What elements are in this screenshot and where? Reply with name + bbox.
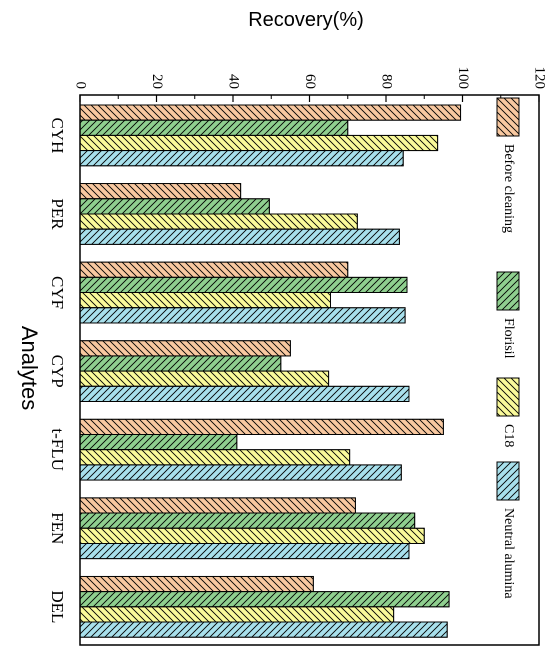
bar-hatch — [79, 198, 270, 215]
plot-frame — [79, 94, 540, 646]
category-label: DEL — [48, 590, 67, 623]
category-label: PER — [48, 198, 67, 230]
bar-hatch — [79, 543, 410, 560]
bar-hatch — [79, 292, 331, 309]
bar-hatch — [79, 606, 395, 623]
legend: Before cleaning Florisil C18 Neutral alumin… — [496, 97, 520, 599]
bars — [79, 104, 462, 638]
y-axis-title: Recovery(%) — [248, 9, 364, 31]
legend-label: Florisil — [501, 318, 516, 359]
bar-hatch — [79, 591, 450, 608]
bar-hatch — [79, 385, 410, 402]
bar-hatch — [79, 183, 242, 200]
bar-hatch — [79, 449, 351, 466]
bar-hatch — [79, 228, 400, 245]
bar-hatch — [79, 276, 408, 293]
tick-label: 20 — [149, 74, 165, 89]
legend-swatch-hatch — [496, 461, 520, 501]
bar-hatch — [79, 307, 406, 324]
bar-hatch — [79, 134, 439, 152]
tick-label: 120 — [532, 67, 548, 90]
bar-hatch — [79, 527, 425, 544]
bar-hatch — [79, 150, 404, 167]
tick-label: 100 — [455, 67, 471, 90]
tick-label: 0 — [73, 82, 89, 90]
value-axis-ticks: 0 20 40 60 80 100 120 — [73, 67, 548, 102]
category-axis-labels: CYH PER CYF CYP t-FLU FEN DEL — [48, 117, 67, 623]
bar-hatch — [79, 213, 358, 230]
category-label: CYF — [48, 276, 67, 309]
tick-label: 40 — [226, 74, 242, 89]
legend-swatch-hatch — [496, 377, 520, 417]
legend-label: Before cleaning — [501, 144, 516, 233]
bar-hatch — [79, 370, 330, 387]
category-label: CYP — [48, 355, 67, 388]
bar-hatch — [79, 261, 349, 278]
bar-hatch — [79, 340, 291, 357]
tick-label: 60 — [302, 74, 318, 89]
legend-label: Neutral alumina — [501, 508, 516, 599]
legend-swatch-hatch — [496, 271, 520, 311]
bar-hatch — [79, 575, 314, 593]
bar-hatch — [79, 355, 282, 372]
category-label: FEN — [48, 512, 67, 544]
bar-hatch — [79, 434, 238, 451]
bar-hatch — [79, 621, 448, 638]
x-axis-title: Analytes — [17, 326, 42, 410]
legend-label: C18 — [501, 424, 516, 447]
legend-swatch-hatch — [496, 97, 520, 137]
bar-hatch — [79, 512, 416, 529]
bar-hatch — [79, 464, 402, 481]
bar-hatch — [79, 497, 356, 514]
bar-hatch — [79, 104, 462, 121]
category-label: CYH — [48, 117, 67, 153]
bar-hatch — [79, 418, 444, 435]
tick-label: 80 — [379, 74, 395, 89]
bar-hatch — [79, 119, 349, 136]
category-label: t-FLU — [48, 428, 67, 471]
